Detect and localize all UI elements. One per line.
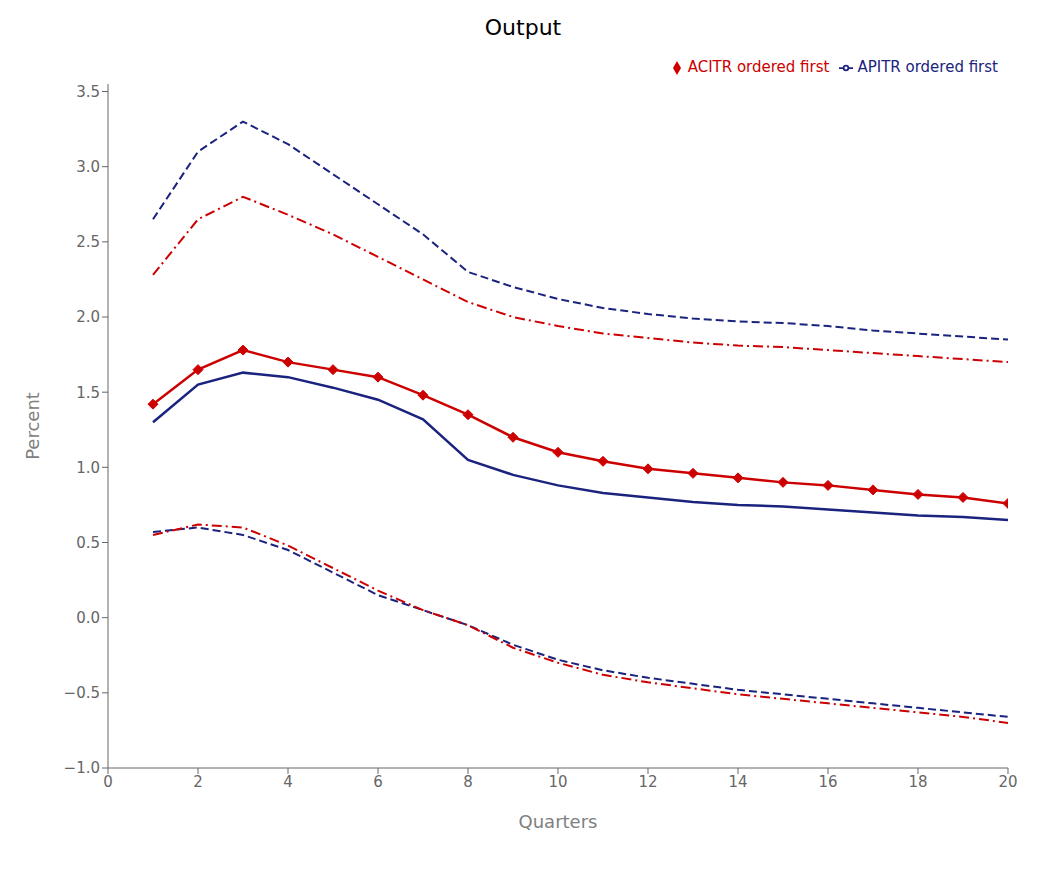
html-text:APITR ordered first: APITR ordered first <box>857 58 998 76</box>
svg-text:8: 8 <box>463 773 473 791</box>
html-text:ACITR ordered first: ACITR ordered first <box>687 58 830 76</box>
svg-text:3.5: 3.5 <box>76 83 100 101</box>
svg-text:14: 14 <box>728 773 747 791</box>
svg-text:10: 10 <box>548 773 567 791</box>
svg-text:4: 4 <box>283 773 293 791</box>
svg-text:1.0: 1.0 <box>76 459 100 477</box>
svg-text:−0.5: −0.5 <box>64 684 100 702</box>
svg-text:2.0: 2.0 <box>76 308 100 326</box>
svg-text:1.5: 1.5 <box>76 384 100 402</box>
svg-text:2: 2 <box>193 773 203 791</box>
svg-text:18: 18 <box>908 773 927 791</box>
svg-text:−1.0: −1.0 <box>64 759 100 777</box>
svg-text:0: 0 <box>103 773 113 791</box>
svg-text:16: 16 <box>818 773 837 791</box>
html-text:Output: Output <box>484 15 562 40</box>
svg-text:12: 12 <box>638 773 657 791</box>
svg-text:Percent: Percent <box>22 392 43 460</box>
svg-text:Quarters: Quarters <box>519 811 598 832</box>
svg-text:3.0: 3.0 <box>76 158 100 176</box>
svg-text:20: 20 <box>998 773 1017 791</box>
svg-text:2.5: 2.5 <box>76 233 100 251</box>
svg-text:0.0: 0.0 <box>76 609 100 627</box>
svg-text:0.5: 0.5 <box>76 534 100 552</box>
svg-text:6: 6 <box>373 773 383 791</box>
